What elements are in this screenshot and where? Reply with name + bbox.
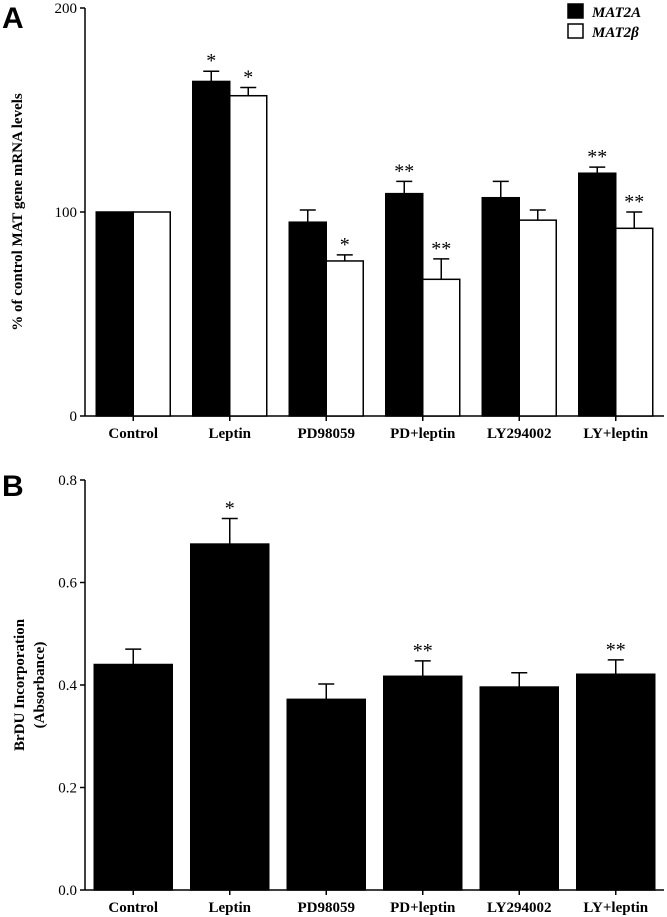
x-tick-label: PD+leptin	[390, 900, 456, 916]
bar	[132, 211, 171, 417]
y-tick-label: 0.4	[58, 678, 77, 694]
x-tick-label: PD+leptin	[390, 426, 456, 442]
bar	[481, 196, 520, 417]
legend: MAT2A MAT2β	[567, 3, 641, 41]
bar	[190, 543, 270, 891]
bar	[578, 172, 617, 417]
x-tick-label: LY294002	[487, 900, 551, 916]
bar	[518, 219, 557, 417]
significance-marker: *	[340, 234, 350, 256]
significance-marker: *	[206, 50, 216, 72]
panel-b-letter: B	[2, 470, 24, 503]
panel-a-letter: A	[2, 2, 24, 35]
significance-marker: **	[413, 640, 433, 662]
significance-marker: **	[431, 238, 451, 260]
x-tick-label: Leptin	[208, 426, 251, 442]
bar	[286, 698, 366, 891]
significance-marker: **	[624, 191, 644, 213]
x-tick-label: PD98059	[298, 426, 356, 442]
significance-marker: **	[394, 160, 414, 182]
panel-a-y-axis-label: % of control MAT gene mRNA levels	[10, 93, 26, 331]
bar	[288, 221, 327, 417]
panel-b-plot: 0.0 0.2 0.4 0.6 0.8 Control Leptin PD98059 PD+le…	[58, 473, 664, 916]
panel-a-plot: 0 100 200 Control Leptin PD98059 PD+leptin LY29…	[55, 1, 664, 442]
y-tick-label: 0.2	[58, 781, 77, 797]
bar	[93, 663, 173, 891]
x-tick-label: Control	[108, 900, 158, 916]
y-tick-label: 0.8	[58, 473, 77, 489]
bar	[192, 80, 231, 417]
legend-swatch-mat2b	[567, 23, 584, 39]
x-tick-label: LY294002	[487, 426, 551, 442]
y-tick-label: 200	[55, 1, 78, 17]
y-tick-label: 0.0	[58, 883, 77, 899]
significance-marker: **	[606, 639, 626, 661]
bar	[383, 675, 463, 891]
panel-b-y-axis-label-line2: (Absorbance)	[32, 642, 48, 729]
bar	[479, 686, 559, 891]
legend-label-mat2a: MAT2A	[591, 5, 641, 21]
bar	[576, 673, 656, 891]
x-tick-label: LY+leptin	[583, 900, 648, 916]
bar	[385, 192, 424, 417]
x-tick-label: PD98059	[298, 900, 356, 916]
bar	[95, 211, 134, 417]
significance-marker: *	[225, 497, 235, 519]
significance-marker: **	[587, 146, 607, 168]
legend-swatch-mat2a	[567, 3, 584, 19]
bar	[615, 227, 654, 417]
bar	[229, 94, 268, 417]
bar	[422, 278, 461, 417]
x-tick-label: Control	[108, 426, 158, 442]
x-tick-label: Leptin	[208, 900, 251, 916]
bar	[325, 260, 364, 417]
panel-b-y-axis-label-line1: BrDU Incorporation	[12, 618, 28, 751]
y-tick-label: 0.6	[58, 576, 77, 592]
x-tick-label: LY+leptin	[583, 426, 648, 442]
y-tick-label: 0	[70, 409, 78, 425]
y-tick-label: 100	[55, 205, 78, 221]
significance-marker: *	[243, 67, 253, 89]
legend-label-mat2b: MAT2β	[591, 25, 639, 41]
